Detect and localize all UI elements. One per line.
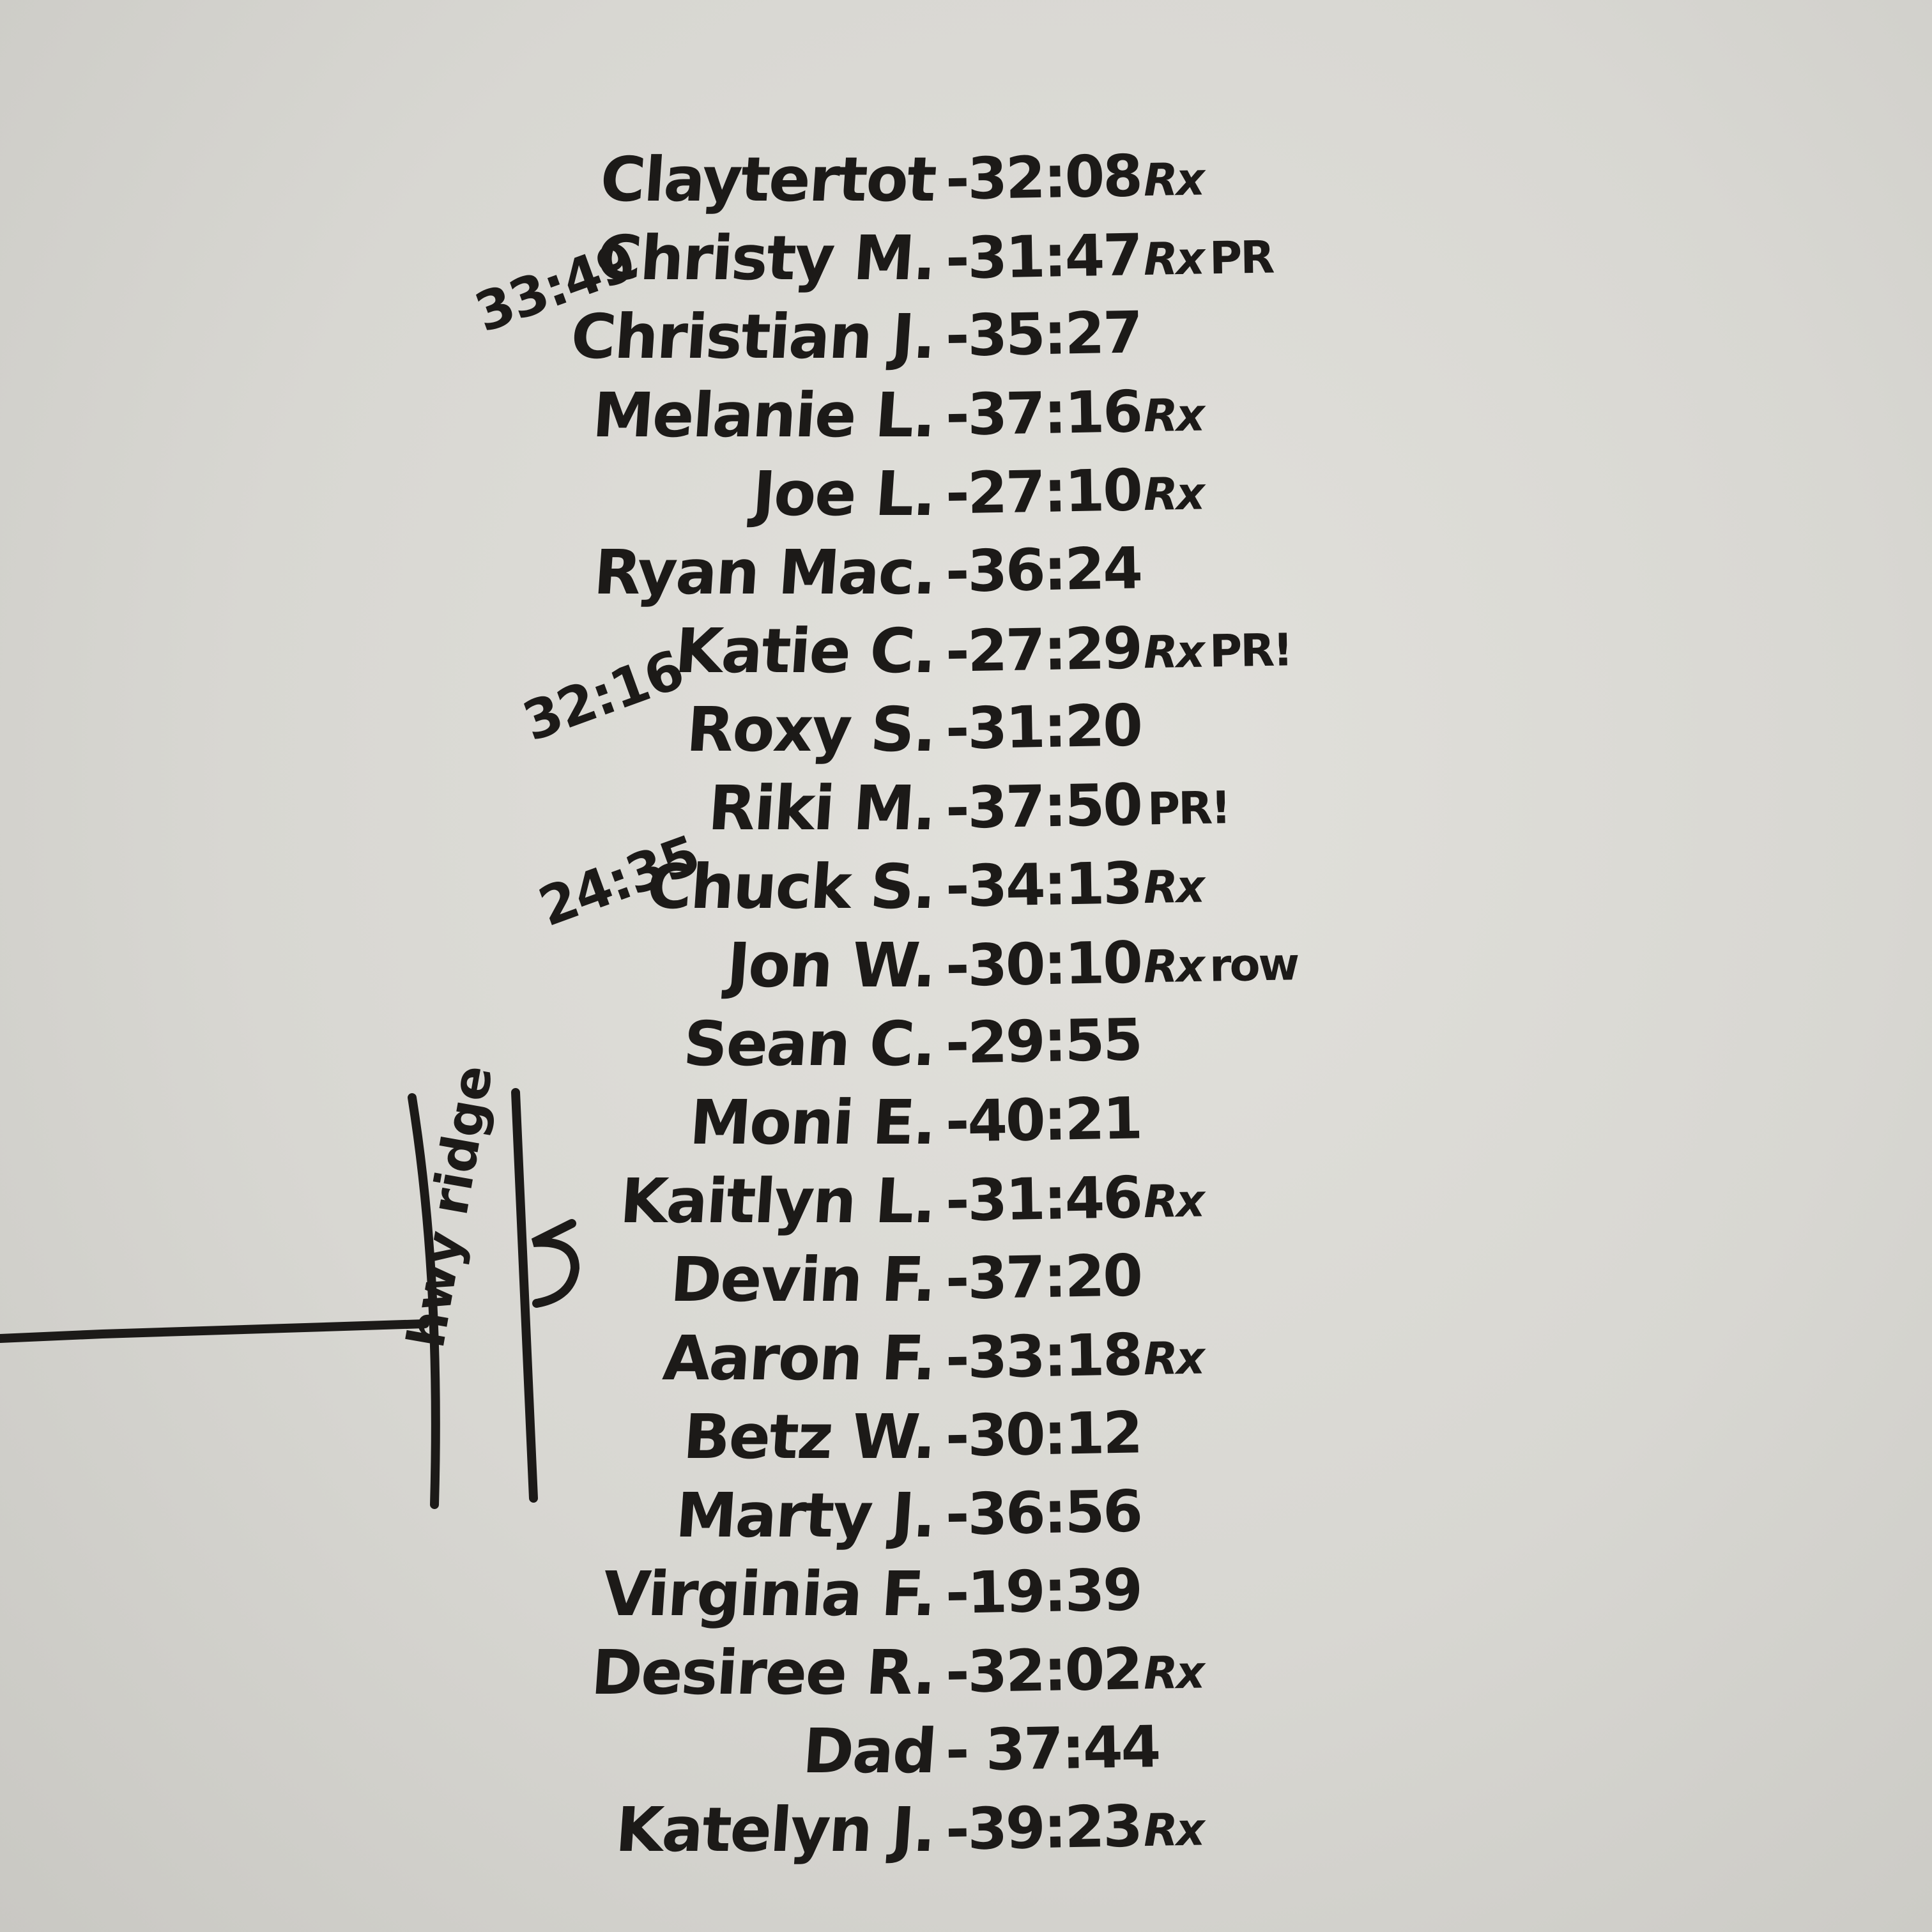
road-line-horizontal [0, 1319, 429, 1343]
road-line-left [408, 1093, 440, 1509]
road-line-right [511, 1088, 538, 1503]
turn-arrow-icon [531, 1219, 580, 1308]
